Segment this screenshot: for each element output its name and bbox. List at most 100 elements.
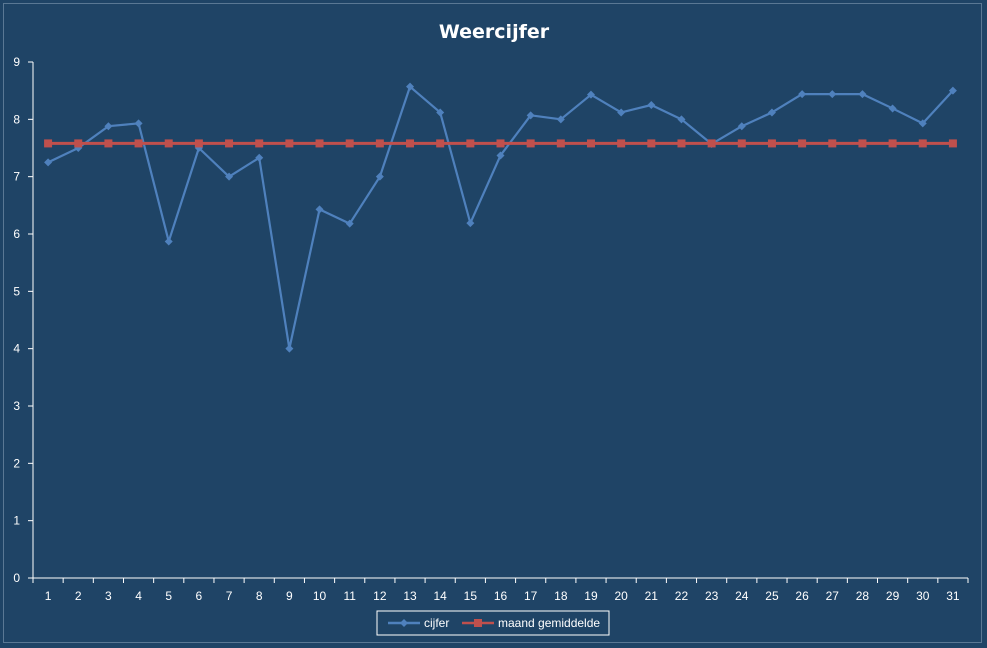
y-tick-label: 8: [13, 112, 20, 126]
y-tick-label: 9: [13, 55, 20, 69]
x-tick-label: 4: [135, 589, 142, 603]
data-point: [918, 119, 927, 128]
x-tick-label: 22: [675, 589, 689, 603]
x-tick-label: 14: [433, 589, 447, 603]
legend-box: [376, 610, 610, 636]
y-tick-label: 1: [13, 514, 20, 528]
series-maand-gemiddelde: [44, 139, 957, 148]
data-point: [74, 139, 83, 148]
data-point: [44, 139, 53, 148]
data-point: [677, 115, 686, 124]
x-tick-label: 8: [256, 589, 263, 603]
data-point: [104, 122, 113, 131]
series-layer: [44, 82, 957, 353]
x-tick-label: 6: [196, 589, 203, 603]
data-point: [828, 139, 837, 148]
data-point: [556, 139, 565, 148]
data-point: [345, 219, 354, 228]
data-point: [586, 139, 595, 148]
data-point: [556, 115, 565, 124]
x-tick-label: 11: [343, 589, 356, 603]
x-tick-label: 18: [554, 589, 568, 603]
series-cijfer: [44, 82, 957, 353]
data-point: [858, 139, 867, 148]
y-tick-label: 2: [13, 456, 20, 470]
data-point: [345, 139, 354, 148]
data-point: [647, 139, 656, 148]
data-point: [798, 139, 807, 148]
data-point: [948, 139, 957, 148]
data-point: [406, 82, 415, 91]
x-tick-label: 5: [165, 589, 172, 603]
data-point: [858, 90, 867, 99]
x-tick-label: 9: [286, 589, 293, 603]
x-tick-label: 19: [584, 589, 598, 603]
data-point: [647, 101, 656, 109]
y-tick-label: 3: [13, 399, 20, 413]
legend-label-maand-gemiddelde: maand gemiddelde: [498, 616, 600, 630]
data-point: [496, 151, 505, 160]
data-point: [194, 139, 203, 148]
data-point: [737, 139, 746, 148]
data-point: [767, 139, 776, 148]
x-tick-label: 25: [765, 589, 779, 603]
x-tick-label: 31: [946, 589, 960, 603]
legend: cijfer maand gemiddelde: [376, 610, 610, 636]
data-point: [888, 104, 897, 113]
data-point: [617, 139, 626, 148]
data-point: [255, 139, 264, 148]
y-tick-label: 5: [13, 284, 20, 298]
x-tick-label: 16: [494, 589, 508, 603]
x-tick-label: 2: [75, 589, 82, 603]
data-point: [767, 108, 776, 117]
y-tick-label: 7: [13, 170, 20, 184]
data-point: [315, 139, 324, 148]
x-tick-label: 26: [795, 589, 809, 603]
data-point: [948, 86, 957, 95]
data-point: [436, 108, 445, 117]
x-tick-label: 21: [645, 589, 659, 603]
data-point: [617, 108, 626, 117]
data-point: [285, 139, 294, 148]
data-point: [44, 158, 53, 167]
data-point: [164, 139, 173, 148]
x-tick-label: 10: [313, 589, 327, 603]
series-line: [47, 85, 954, 350]
data-point: [134, 119, 143, 128]
data-point: [888, 139, 897, 148]
data-point: [375, 172, 384, 181]
data-point: [436, 139, 445, 148]
x-tick-label: 30: [916, 589, 930, 603]
x-tick-label: 24: [735, 589, 749, 603]
data-point: [677, 139, 686, 148]
data-point: [164, 237, 173, 246]
legend-marker-maand-gemiddelde: [474, 619, 482, 627]
y-tick-label: 4: [13, 342, 20, 356]
x-tick-label: 15: [464, 589, 478, 603]
chart-frame: [3, 3, 982, 643]
x-tick-label: 7: [226, 589, 233, 603]
x-tick-label: 17: [524, 589, 538, 603]
data-point: [828, 90, 837, 99]
data-point: [737, 122, 746, 131]
data-point: [255, 153, 264, 162]
x-tick-label: 29: [886, 589, 900, 603]
x-tick-label: 27: [826, 589, 840, 603]
data-point: [285, 344, 294, 353]
data-point: [104, 139, 113, 148]
y-tick-label: 6: [13, 227, 20, 241]
data-point: [798, 90, 807, 99]
data-point: [406, 139, 415, 148]
x-tick-label: 28: [856, 589, 870, 603]
data-point: [134, 139, 143, 148]
data-point: [586, 90, 595, 99]
data-point: [707, 139, 716, 148]
data-point: [526, 139, 535, 148]
data-point: [375, 139, 384, 148]
x-tick-label: 12: [373, 589, 387, 603]
data-point: [526, 111, 535, 120]
data-point: [496, 139, 505, 148]
data-point: [466, 139, 475, 148]
